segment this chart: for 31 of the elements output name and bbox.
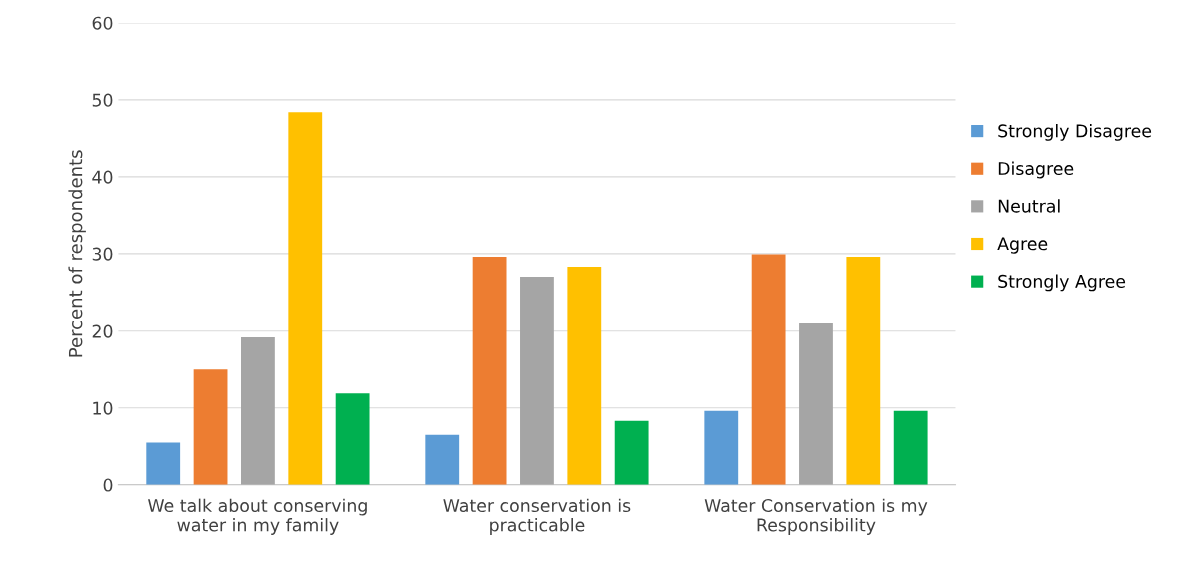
legend-label: Disagree	[998, 161, 1074, 179]
x-tick-label: Water conservation is practicable	[443, 498, 631, 535]
legend-label: Strongly Agree	[998, 274, 1126, 292]
bar	[472, 256, 507, 485]
legend-label: Agree	[997, 237, 1048, 254]
bar	[567, 266, 602, 485]
legend-label: Strongly Disagree	[998, 123, 1152, 141]
bar	[335, 393, 370, 485]
bar	[520, 276, 554, 485]
bar	[425, 434, 460, 485]
y-tick-label: 20	[92, 324, 113, 338]
y-tick-label: 40	[92, 170, 113, 184]
y-tick-label: 30	[92, 247, 113, 261]
y-tick-label: 10	[93, 401, 113, 415]
bar	[146, 442, 181, 485]
bar	[751, 254, 786, 485]
bar	[799, 323, 833, 485]
bar	[893, 410, 928, 485]
legend-label: Neutral	[998, 199, 1060, 213]
y-tick-label: 50	[92, 93, 113, 107]
y-tick-label: 60	[92, 16, 113, 30]
bar	[241, 336, 275, 485]
x-tick-label: Water Conservation is my Responsibility	[704, 498, 928, 535]
bar	[288, 112, 323, 485]
y-tick-label: 0	[103, 478, 113, 492]
bar	[846, 256, 881, 485]
y-axis-title: Percent of respondents	[68, 150, 86, 357]
bar	[193, 369, 228, 485]
bar	[614, 420, 649, 485]
bar	[704, 410, 739, 485]
x-tick-label: We talk about conserving water in my family	[148, 498, 367, 535]
